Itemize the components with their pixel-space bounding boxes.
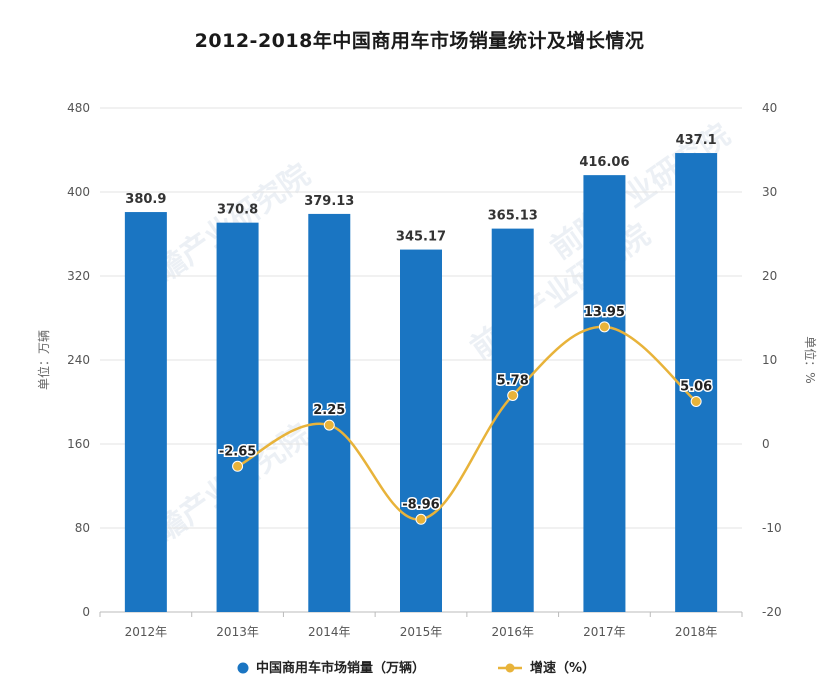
line-point <box>690 395 702 407</box>
y-left-tick-label: 320 <box>67 269 90 283</box>
y-left-tick-label: 0 <box>82 605 90 619</box>
x-tick-label: 2017年 <box>583 625 626 639</box>
x-tick-label: 2014年 <box>308 625 351 639</box>
line-data-label: 5.78 <box>497 373 529 388</box>
x-tick-label: 2015年 <box>400 625 443 639</box>
line-point <box>323 419 335 431</box>
line-point <box>232 460 244 472</box>
bar <box>308 213 351 612</box>
line-point <box>507 389 519 401</box>
y-right-tick-label: 20 <box>762 269 777 283</box>
line-data-label: -8.96 <box>402 497 439 512</box>
bar-data-label: 380.9 <box>125 192 166 207</box>
bar-data-label: 345.17 <box>396 230 446 245</box>
line-point <box>415 513 427 525</box>
legend: 中国商用车市场销量（万辆） 增速（%） <box>237 660 595 676</box>
bar-series <box>124 153 718 613</box>
axes: 0 80 160 240 320 400 480 -20 -10 0 10 20 30 40 单位：万辆 单位… <box>36 101 818 639</box>
legend-bar-swatch <box>237 662 249 674</box>
x-tick-label: 2012年 <box>125 625 168 639</box>
line-data-label: 13.95 <box>584 305 625 320</box>
legend-bar-label: 中国商用车市场销量（万辆） <box>256 660 425 676</box>
bar <box>491 228 534 612</box>
x-tick-label: 2016年 <box>491 625 534 639</box>
y-left-tick-label: 160 <box>67 437 90 451</box>
y-right-tick-label: 40 <box>762 101 777 115</box>
x-tick-label: 2018年 <box>675 625 718 639</box>
bar <box>400 249 442 612</box>
bar-data-label: 437.1 <box>676 133 717 148</box>
y-right-tick-label: -20 <box>762 605 782 619</box>
bar-data-label: 370.8 <box>217 203 258 218</box>
line-data-labels: -2.65 2.25 -8.96 5.78 13.95 5.06 <box>217 303 713 513</box>
line-point <box>598 321 610 333</box>
y-left-tick-label: 480 <box>67 101 90 115</box>
line-data-label: -2.65 <box>219 444 256 459</box>
bar <box>675 153 718 613</box>
growth-line <box>237 325 697 521</box>
bar-data-label: 365.13 <box>488 209 538 224</box>
y-left-tick-label: 240 <box>67 353 90 367</box>
line-data-label: 2.25 <box>313 403 345 418</box>
bar <box>124 212 167 612</box>
legend-line-marker <box>505 663 515 673</box>
y-left-axis-title: 单位：万辆 <box>36 330 51 390</box>
bar-data-labels: 380.9 370.8 379.13 345.17 365.13 416.06 437.1 <box>125 133 716 245</box>
line-data-label: 5.06 <box>680 379 712 394</box>
y-right-tick-label: 10 <box>762 353 777 367</box>
chart-title: 2012-2018年中国商用车市场销量统计及增长情况 <box>194 30 645 52</box>
line-series <box>232 321 702 525</box>
y-left-tick-label: 80 <box>75 521 90 535</box>
y-right-tick-label: 0 <box>762 437 770 451</box>
legend-line-label: 增速（%） <box>530 660 595 676</box>
y-right-tick-label: -10 <box>762 521 782 535</box>
y-right-axis-title: 单位：% <box>803 336 818 383</box>
bar <box>583 175 626 612</box>
y-left-tick-label: 400 <box>67 185 90 199</box>
bar-data-label: 416.06 <box>579 155 629 170</box>
bar <box>216 222 259 612</box>
bar-data-label: 379.13 <box>304 194 354 209</box>
x-tick-label: 2013年 <box>216 625 259 639</box>
y-right-tick-label: 30 <box>762 185 777 199</box>
